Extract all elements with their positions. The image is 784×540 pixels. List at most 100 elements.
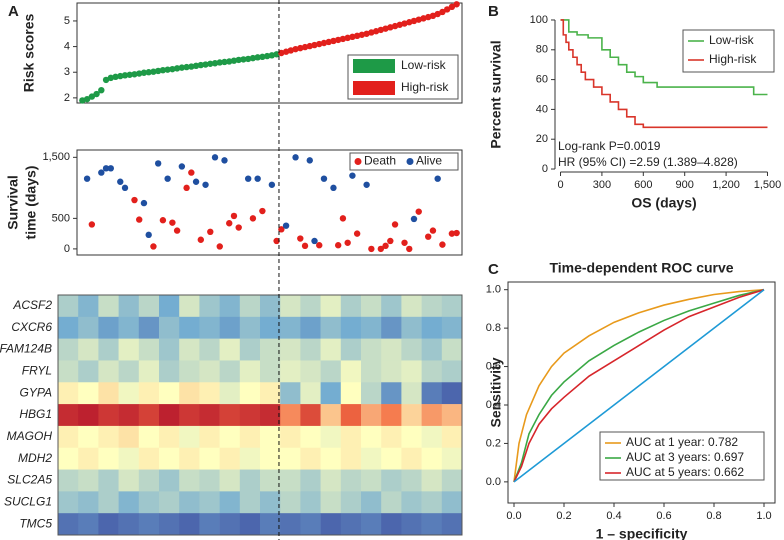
- heatmap-cell: [58, 295, 79, 318]
- heatmap-cell: [441, 404, 463, 427]
- x-tick-label: 0.0: [506, 510, 521, 522]
- point: [164, 66, 171, 73]
- heatmap-cell: [239, 295, 261, 318]
- heatmap-cell: [441, 382, 463, 405]
- heatmap-cell: [138, 338, 160, 361]
- point: [164, 175, 171, 182]
- plot-frame: [76, 2, 463, 104]
- heatmap-cell: [239, 382, 261, 405]
- heatmap-cell: [239, 513, 261, 536]
- point: [230, 57, 238, 64]
- heatmap-cell: [320, 360, 342, 383]
- point: [102, 165, 110, 172]
- point: [425, 233, 432, 240]
- heatmap-cell: [300, 447, 321, 470]
- heatmap-cell: [401, 513, 422, 536]
- x-tick-label: 1,200: [712, 179, 740, 191]
- heatmap-cell: [78, 404, 99, 427]
- point: [254, 54, 261, 61]
- point: [121, 72, 129, 79]
- panel-label: C: [488, 261, 499, 278]
- heatmap-cell: [441, 316, 463, 339]
- heatmap-cell: [361, 382, 382, 405]
- point: [301, 242, 309, 250]
- point: [136, 70, 143, 77]
- point: [240, 56, 247, 63]
- point: [254, 175, 261, 182]
- heatmap-cell: [300, 316, 321, 339]
- y-tick-label: 0.6: [486, 360, 501, 372]
- point: [112, 73, 119, 81]
- heatmap-cell: [401, 295, 422, 318]
- row-label: HBG1: [19, 407, 52, 421]
- heatmap-cell: [320, 382, 342, 405]
- heatmap-cell: [381, 513, 402, 536]
- heatmap-cell: [58, 338, 79, 361]
- point: [173, 65, 181, 72]
- heatmap-cell: [340, 360, 362, 383]
- point: [311, 237, 318, 245]
- heatmap-cell: [239, 360, 261, 383]
- point: [382, 242, 389, 250]
- point: [159, 217, 167, 224]
- heatmap-cell: [159, 360, 180, 383]
- heatmap-cell: [118, 425, 140, 449]
- heatmap-cell: [159, 513, 180, 536]
- heatmap-cell: [58, 360, 79, 383]
- heatmap-cell: [58, 425, 79, 449]
- heatmap-cell: [138, 447, 160, 470]
- x-axis-label: OS (days): [631, 195, 696, 211]
- legend-label: AUC at 1 year: 0.782: [626, 435, 738, 449]
- point: [429, 227, 437, 234]
- heatmap-cell: [219, 360, 241, 383]
- heatmap-cell: [179, 491, 200, 514]
- point: [448, 230, 456, 237]
- point: [387, 237, 394, 245]
- plot-frame: [507, 281, 776, 504]
- heatmap-cell: [239, 404, 261, 427]
- heatmap-cell: [361, 491, 382, 514]
- heatmap-cell: [219, 425, 241, 449]
- row-label: TMC5: [19, 516, 52, 530]
- y-axis-label: Survival: [5, 175, 21, 229]
- y-tick-label: 3: [64, 66, 70, 78]
- point: [334, 242, 342, 249]
- heatmap-cell: [98, 404, 119, 427]
- heatmap-cell: [118, 360, 140, 383]
- point: [401, 239, 408, 246]
- heatmap-cell: [260, 316, 281, 339]
- row-label: MDH2: [18, 451, 52, 465]
- x-tick-label: 300: [593, 179, 611, 191]
- heatmap-cell: [239, 491, 261, 514]
- y-tick-label: 0.0: [486, 476, 501, 488]
- heatmap-cell: [118, 491, 140, 514]
- row-label: SUCLG1: [4, 494, 52, 508]
- point: [226, 220, 233, 227]
- heatmap-cell: [98, 316, 119, 339]
- point: [131, 196, 138, 204]
- panel-label: B: [488, 3, 499, 20]
- heatmap-cell: [381, 338, 402, 361]
- y-tick-label: 1,500: [42, 151, 70, 163]
- heatmap-cell: [179, 425, 200, 449]
- point: [154, 160, 162, 167]
- panel-label: A: [8, 3, 19, 20]
- heatmap-cell: [138, 469, 160, 492]
- heatmap-cell: [98, 425, 119, 449]
- heatmap-cell: [441, 360, 463, 383]
- point: [235, 56, 242, 64]
- point: [306, 157, 313, 164]
- heatmap-cell: [58, 447, 79, 470]
- legend-label: Low-risk: [401, 58, 447, 72]
- point: [244, 175, 252, 182]
- heatmap-cell: [118, 513, 140, 536]
- point: [107, 165, 114, 172]
- heatmap-cell: [421, 382, 443, 405]
- heatmap-cell: [199, 382, 220, 405]
- y-tick-label: 40: [536, 103, 548, 115]
- heatmap-cell: [78, 295, 99, 318]
- heatmap-cell: [320, 447, 342, 470]
- x-axis-label: 1 – specificity: [596, 526, 688, 540]
- heatmap-cell: [260, 404, 281, 427]
- point: [154, 67, 162, 75]
